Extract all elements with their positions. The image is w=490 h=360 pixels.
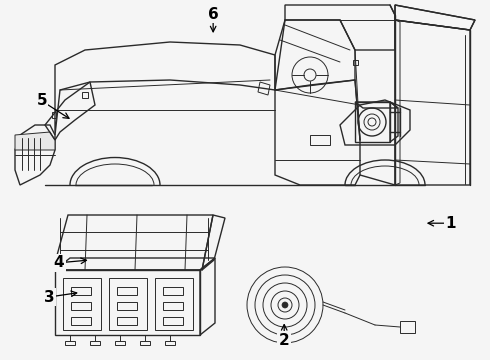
Text: 1: 1 xyxy=(445,216,456,231)
Text: 4: 4 xyxy=(53,255,64,270)
Circle shape xyxy=(282,302,288,308)
Text: 6: 6 xyxy=(208,7,219,22)
Polygon shape xyxy=(15,132,55,150)
Text: 3: 3 xyxy=(44,289,54,305)
Text: 5: 5 xyxy=(36,93,47,108)
Text: 2: 2 xyxy=(279,333,290,348)
